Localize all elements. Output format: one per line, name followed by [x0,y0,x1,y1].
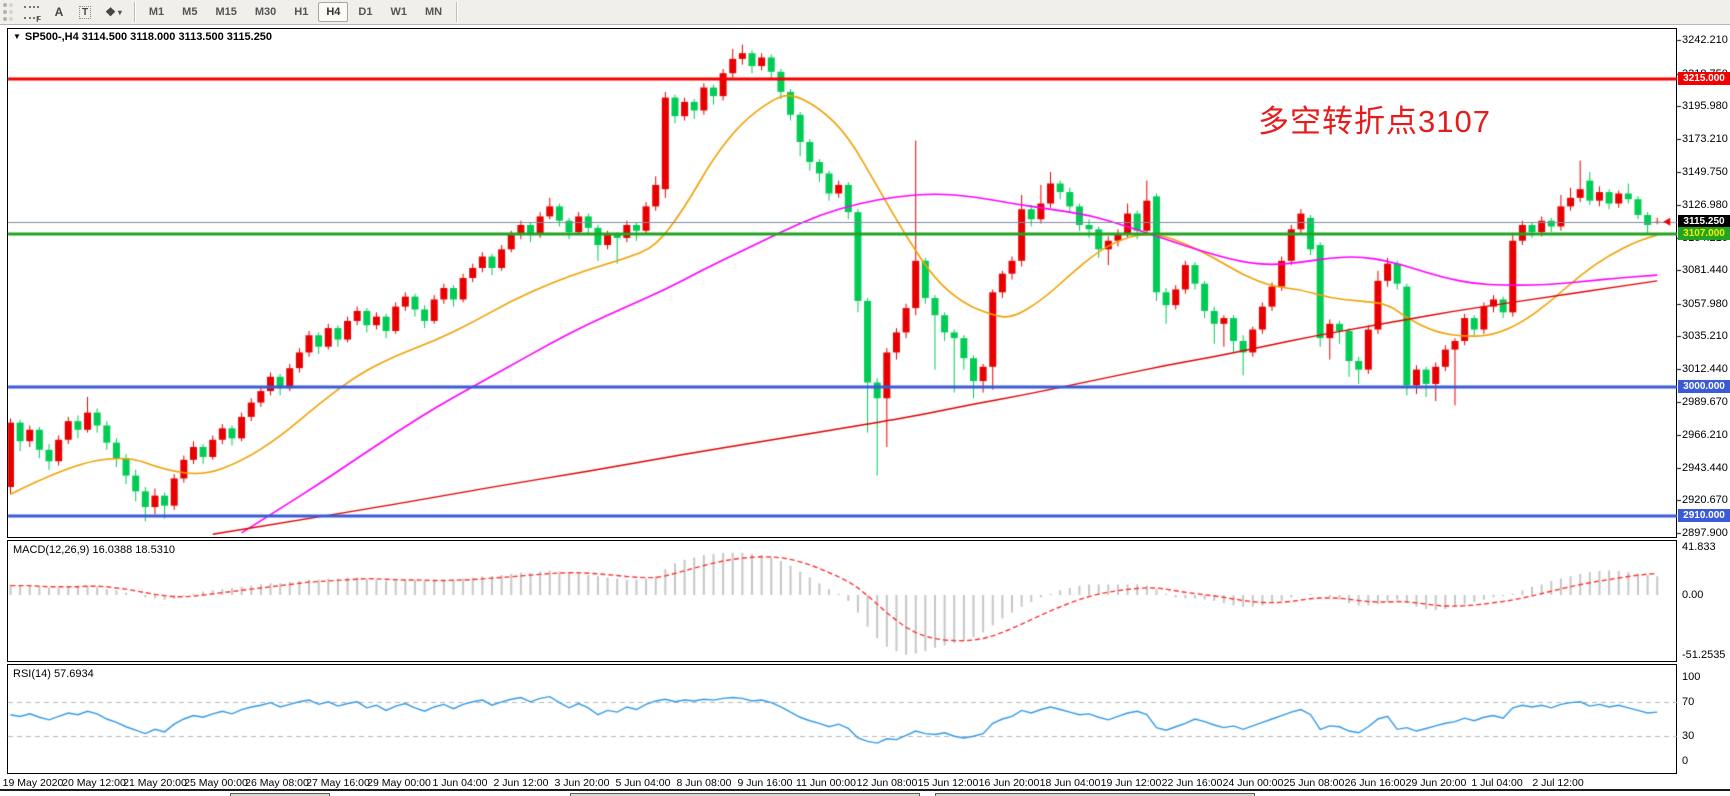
time-axis-label: 25 Jun 08:00 [1283,777,1345,789]
timeframe-button-m1[interactable]: M1 [148,6,165,18]
timeframe-button-mn[interactable]: MN [424,6,443,18]
price-tick-label: 3035.210 [1682,330,1728,343]
indicator-axis-label: 0.00 [1682,589,1704,601]
price-tick-label: 2943.440 [1682,461,1728,474]
text-icon: T [79,5,92,19]
indicator-axis-label: 30 [1682,730,1695,743]
time-axis-label: 20 May 12:00 [62,777,126,789]
bottom-window-strip [0,789,1730,796]
price-tag-pivot: 3107.000 [1678,227,1730,241]
toolbar-drag-handle[interactable] [3,3,13,21]
time-axis-label: 29 May 00:00 [367,777,431,789]
time-axis-label: 21 May 20:00 [123,777,187,789]
timeframe-button-m15[interactable]: M15 [215,6,237,18]
price-tick-label: 2920.670 [1682,494,1728,507]
time-axis-label: 26 May 08:00 [245,777,309,789]
price-tick-label: 2966.210 [1682,429,1728,442]
time-axis-label: 19 Jun 12:00 [1100,777,1162,789]
timeframe-group: M1 M5 M15 M30 H1 H4 D1 W1 MN [140,2,451,22]
indicator-axis-label: 70 [1682,695,1695,708]
time-axis-label: 11 Jun 00:00 [796,777,856,789]
time-axis-label: 3 Jun 20:00 [554,777,610,789]
time-axis-label: 25 May 00:00 [184,777,248,789]
chart-annotation-text[interactable]: 多空转折点3107 [1258,104,1491,139]
price-tick-label: 3242.210 [1682,34,1728,46]
time-axis-label: 26 Jun 16:00 [1344,777,1406,789]
toolbar: F A T ❖ ▾ M1 M5 M15 M30 H1 H4 D1 W1 MN [0,0,1730,25]
indicator-axis-label: -51.2535 [1682,649,1726,662]
price-tick-label: 3195.980 [1682,100,1728,113]
indicator-axis-label: 41.833 [1682,541,1716,553]
time-axis-label: 2 Jun 12:00 [493,777,549,789]
price-tag-resistance: 3215.000 [1678,72,1730,86]
chevron-down-icon: ▾ [117,7,122,17]
arrows-icon: ❖ [105,5,116,19]
price-tag-support-1: 3000.000 [1678,380,1730,394]
time-axis-label: 15 Jun 12:00 [917,777,979,789]
rsi-panel[interactable] [7,664,1677,774]
strip-box [935,793,1255,796]
price-tag-support-2: 2910.000 [1678,509,1730,523]
chart-title: ▼ SP500-,H4 3114.500 3118.000 3113.500 31… [13,31,273,43]
time-axis-label: 29 Jun 20:00 [1405,777,1467,789]
time-axis-label: 9 Jun 16:00 [737,777,793,789]
time-axis-label: 1 Jul 04:00 [1471,777,1523,789]
fibonacci-tool-button[interactable]: F [18,2,45,24]
macd-label: MACD(12,26,9) 16.0388 18.5310 [13,544,176,556]
collapse-triangle-icon[interactable]: ▼ [13,32,21,41]
time-axis-label: 2 Jul 12:00 [1532,777,1584,789]
price-tick-label: 3173.210 [1682,132,1728,145]
time-axis-label: 24 Jun 00:00 [1222,777,1284,789]
strip-box [570,793,920,796]
price-tick-label: 3149.750 [1682,166,1728,179]
text-label-icon: A [54,5,64,19]
indicator-axis-label: 0 [1682,755,1689,767]
strip-box [230,793,330,796]
fibonacci-icon: F [24,5,41,24]
price-tick-label: 2989.670 [1682,395,1728,408]
indicator-axis-label: 100 [1682,671,1701,683]
time-axis-label: 12 Jun 08:00 [856,777,918,789]
time-axis-label: 22 Jun 16:00 [1161,777,1223,789]
timeframe-button-m30[interactable]: M30 [254,6,277,18]
time-axis-label: 16 Jun 20:00 [978,777,1040,789]
price-tick-label: 3126.980 [1682,198,1728,211]
time-axis-label: 5 Jun 04:00 [615,777,671,789]
price-tick-label: 3081.440 [1682,264,1728,277]
timeframe-button-h4[interactable]: H4 [318,2,349,22]
price-tick-label: 3057.980 [1682,297,1728,310]
time-axis-label: 1 Jun 04:00 [432,777,488,789]
arrows-tool-button[interactable]: ❖ ▾ [99,2,128,23]
timeframe-button-m5[interactable]: M5 [182,6,198,18]
time-axis-label: 19 May 2020 [2,777,64,789]
rsi-label: RSI(14) 57.6934 [13,668,94,680]
macd-panel[interactable] [7,540,1677,662]
text-tool-button[interactable]: T [73,2,97,23]
toolbar-separator [133,2,135,22]
time-axis-label: 8 Jun 08:00 [676,777,732,789]
timeframe-button-d1[interactable]: D1 [358,6,373,18]
timeframe-button-w1[interactable]: W1 [390,6,407,18]
time-axis-label: 27 May 16:00 [306,777,370,789]
price-tick-label: 3012.440 [1682,362,1728,375]
price-tick-label: 2897.900 [1682,527,1728,539]
timeframe-button-h1[interactable]: H1 [294,6,309,18]
time-axis-label: 18 Jun 04:00 [1039,777,1101,789]
text-label-tool-button[interactable]: A [47,2,71,23]
toolbar-separator [456,2,458,22]
